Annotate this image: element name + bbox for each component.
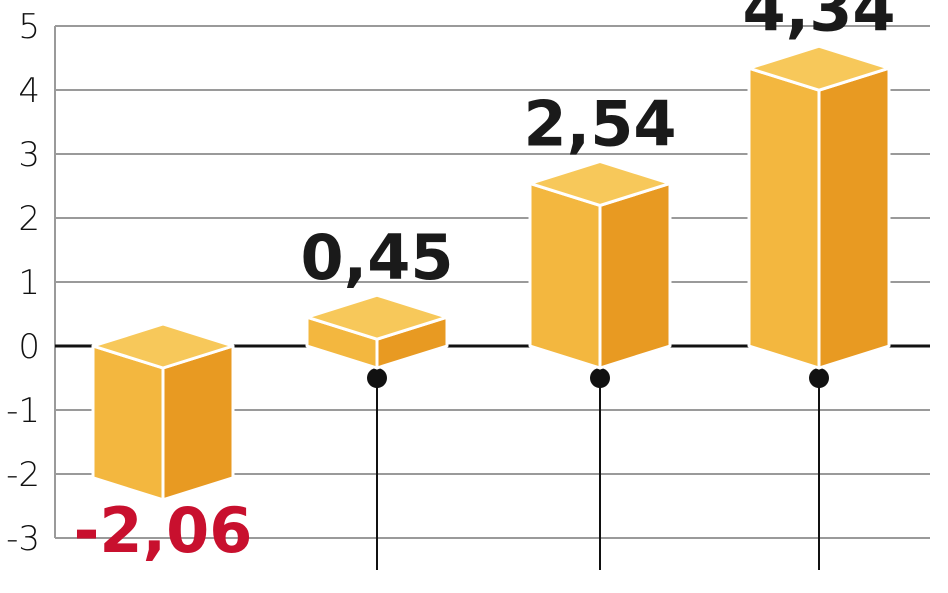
bar-top-face xyxy=(528,159,672,207)
bar-side-face xyxy=(161,344,235,502)
value-label: 4,34 xyxy=(743,0,896,45)
bar-top-face xyxy=(747,44,891,92)
bar xyxy=(528,159,672,370)
value-label: -2,06 xyxy=(74,494,253,567)
bar-side-face xyxy=(817,66,891,370)
y-tick-label: -2 xyxy=(6,455,40,495)
value-labels: -2,06 0,45 2,54 4,34 xyxy=(74,0,896,567)
bar-pins xyxy=(367,368,829,570)
pin-dot xyxy=(590,368,610,388)
bar-front-face xyxy=(91,344,165,502)
bar-side-face xyxy=(598,181,672,370)
y-tick-label: 3 xyxy=(18,135,40,175)
bar-top-face xyxy=(91,322,235,370)
pin-dot xyxy=(367,368,387,388)
bar-front-face xyxy=(747,66,821,370)
y-axis-ticks: 5 4 3 2 1 0 -1 -2 -3 xyxy=(6,7,40,559)
y-tick-label: -1 xyxy=(6,391,40,431)
y-tick-label: 1 xyxy=(18,263,40,303)
y-tick-label: 2 xyxy=(18,199,40,239)
bars xyxy=(91,44,891,502)
bar xyxy=(91,322,235,502)
bar xyxy=(747,44,891,370)
bar-front-face xyxy=(528,181,602,370)
y-tick-label: -3 xyxy=(6,519,40,559)
bar xyxy=(305,293,449,370)
value-label: 0,45 xyxy=(301,221,454,294)
bar-top-face xyxy=(305,293,449,341)
y-tick-label: 4 xyxy=(18,71,40,111)
y-tick-label: 5 xyxy=(18,7,40,47)
value-label: 2,54 xyxy=(524,87,677,160)
y-tick-label: 0 xyxy=(18,327,40,367)
pin-dot xyxy=(809,368,829,388)
